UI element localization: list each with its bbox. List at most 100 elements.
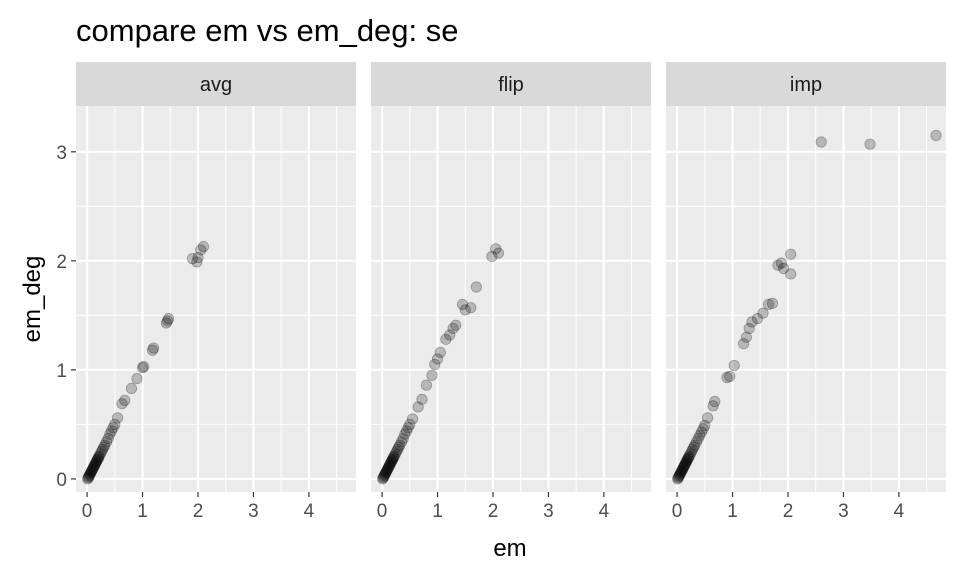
x-tick-label: 1	[432, 501, 443, 522]
data-point	[111, 412, 124, 424]
data-point	[107, 422, 119, 434]
data-point	[673, 471, 685, 483]
data-point	[84, 467, 97, 480]
data-point	[105, 425, 118, 437]
data-point	[699, 419, 711, 432]
data-point	[492, 247, 505, 259]
data-point	[707, 400, 719, 412]
data-point	[674, 468, 686, 481]
data-point	[383, 461, 395, 473]
x-tick-label: 0	[672, 501, 683, 522]
data-point	[777, 262, 790, 275]
x-tick-label: 2	[488, 501, 499, 522]
x-tick-label: 4	[599, 501, 610, 522]
data-point	[490, 243, 502, 255]
data-point	[683, 451, 695, 463]
data-point	[400, 425, 413, 437]
data-point	[125, 382, 138, 395]
data-point	[738, 338, 750, 350]
data-point	[94, 448, 106, 460]
data-point	[459, 304, 471, 316]
data-point	[387, 452, 399, 464]
data-point	[119, 394, 131, 407]
facet-strip	[666, 62, 946, 106]
data-point	[379, 468, 391, 481]
x-tick-label: 2	[783, 501, 794, 522]
data-point	[420, 379, 433, 391]
data-point	[676, 464, 688, 476]
data-point	[395, 436, 408, 448]
data-point	[393, 441, 405, 453]
data-point	[677, 462, 689, 474]
data-point	[191, 256, 203, 268]
x-axis-title: em	[493, 535, 526, 562]
data-point	[83, 471, 95, 483]
facet-strip-label: avg	[200, 74, 232, 96]
data-point	[465, 302, 477, 314]
data-point	[380, 466, 392, 478]
y-tick-label: 2	[56, 252, 67, 273]
data-point	[82, 472, 94, 484]
data-point	[97, 443, 109, 456]
data-point	[684, 448, 696, 460]
data-point	[426, 369, 438, 381]
data-point	[131, 372, 143, 385]
data-point	[197, 241, 210, 253]
data-point	[416, 393, 428, 405]
facet-strip	[76, 62, 356, 106]
data-point	[377, 472, 389, 484]
data-point	[84, 468, 96, 481]
x-tick-label: 2	[193, 501, 204, 522]
data-point	[687, 443, 699, 456]
data-point	[397, 432, 409, 445]
data-point	[386, 454, 398, 466]
data-point	[384, 458, 397, 470]
data-point	[87, 463, 99, 475]
x-tick-label: 0	[82, 501, 93, 522]
data-point	[677, 463, 689, 475]
data-point	[402, 422, 414, 434]
data-point	[88, 460, 100, 472]
x-tick-label: 1	[137, 501, 148, 522]
data-point	[186, 253, 199, 265]
data-point	[92, 452, 104, 464]
data-point	[382, 462, 394, 474]
facet-strip-label: flip	[498, 74, 524, 96]
x-tick-label: 3	[248, 501, 259, 522]
data-point	[85, 466, 97, 478]
data-point	[86, 464, 98, 476]
data-point	[772, 259, 784, 271]
data-point	[160, 317, 172, 329]
data-point	[672, 473, 684, 485]
data-point	[486, 250, 498, 263]
data-point	[930, 129, 942, 142]
data-point	[681, 454, 693, 466]
data-point	[762, 298, 775, 311]
data-point	[378, 470, 390, 482]
data-point	[775, 257, 787, 269]
x-tick-label: 1	[727, 501, 738, 522]
data-point	[682, 452, 694, 464]
x-tick-label: 0	[377, 501, 388, 522]
data-point	[383, 460, 395, 472]
facet-panel-imp: imp 0 1 2 3 4	[666, 62, 946, 522]
data-point	[104, 428, 116, 440]
data-point	[697, 423, 709, 435]
data-point	[85, 465, 98, 477]
data-point	[87, 462, 99, 474]
data-point	[444, 329, 456, 341]
data-point	[785, 248, 797, 260]
data-point	[815, 136, 827, 148]
x-tick-label: 4	[894, 501, 905, 522]
data-point	[387, 453, 399, 465]
data-point	[377, 473, 389, 485]
data-point	[380, 465, 393, 477]
data-point	[740, 331, 752, 343]
data-point	[99, 439, 111, 451]
y-tick-label: 0	[56, 470, 67, 491]
data-point	[388, 450, 400, 462]
data-point	[695, 426, 708, 438]
data-point	[90, 455, 103, 468]
data-point	[692, 432, 704, 445]
data-point	[384, 459, 396, 471]
